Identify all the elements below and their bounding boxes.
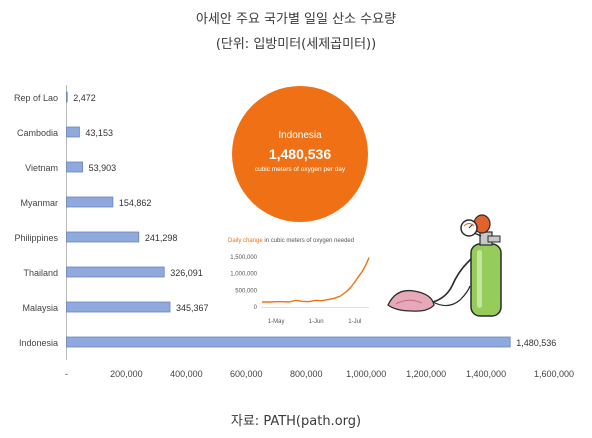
bar	[66, 126, 80, 138]
inset-y-tick-label: 0	[254, 305, 258, 311]
mask-crease	[395, 299, 423, 305]
bar-value-label: 43,153	[85, 128, 113, 138]
x-tick-label: 1,400,000	[466, 369, 506, 379]
bubble-unit: cubic meters of oxygen per day	[254, 166, 346, 173]
inset-title-rest: in cubic meters of oxygen needed	[263, 238, 354, 244]
source-caption: 자료: PATH(path.org)	[230, 414, 362, 429]
category-label: Myanmar	[20, 198, 58, 208]
chart-subtitle: (단위: 입방미터(세제곱미터))	[215, 37, 377, 52]
chart-title: 아세안 주요 국가별 일일 산소 수요량	[195, 12, 397, 27]
bar-value-label: 345,367	[176, 303, 209, 313]
valve-outlet	[487, 235, 501, 243]
bar	[66, 196, 114, 208]
gauge-scale	[463, 223, 475, 227]
bar-value-label: 154,862	[119, 198, 152, 208]
category-label: Philippines	[14, 233, 58, 243]
x-tick-label: 200,000	[110, 369, 143, 379]
x-tick-label: 800,000	[290, 369, 323, 379]
indonesia-highlight-bubble: Indonesia 1,480,536 cubic meters of oxyg…	[232, 86, 368, 222]
inset-line-chart: Daily change in cubic meters of oxygen n…	[228, 238, 370, 325]
bar	[66, 161, 84, 173]
oxygen-tank-illustration	[387, 214, 502, 317]
inset-y-tick-label: 500,000	[235, 288, 257, 294]
bubble-country: Indonesia	[278, 130, 322, 141]
bar-value-label: 1,480,536	[516, 338, 556, 348]
inset-y-tick-label: 1,500,000	[230, 255, 257, 261]
oxygen-cylinder-icon	[470, 243, 502, 317]
category-label: Rep of Lao	[14, 93, 58, 103]
x-tick-label: -	[65, 369, 68, 379]
category-label: Malaysia	[22, 303, 58, 313]
bar	[66, 301, 171, 313]
category-label: Thailand	[23, 268, 58, 278]
x-tick-label: 600,000	[230, 369, 263, 379]
category-label: Indonesia	[19, 338, 58, 348]
bar	[66, 231, 140, 243]
inset-series-line	[262, 257, 370, 303]
x-tick-label: 1,200,000	[406, 369, 446, 379]
oxygen-mask-icon	[387, 289, 435, 312]
category-label: Cambodia	[17, 128, 58, 138]
inset-title: Daily change in cubic meters of oxygen n…	[228, 238, 354, 244]
inset-x-tick-label: 1-Jul	[348, 319, 361, 325]
inset-x-tick-label: 1-May	[268, 319, 285, 325]
bubble-value: 1,480,536	[268, 146, 332, 162]
bar-value-label: 241,298	[145, 233, 178, 243]
bar-value-label: 326,091	[170, 268, 203, 278]
bar	[66, 91, 68, 103]
inset-y-tick-label: 1,000,000	[230, 272, 257, 278]
category-label: Vietnam	[25, 163, 58, 173]
oxygen-tube-loop	[432, 285, 471, 307]
x-tick-label: 1,000,000	[346, 369, 386, 379]
bar-value-label: 2,472	[73, 93, 96, 103]
cylinder-highlight	[477, 250, 482, 308]
bar	[66, 336, 511, 348]
bar-value-label: 53,903	[89, 163, 117, 173]
bars-layer: Rep of Lao 2,472 Cambodia 43,153 Vietnam 53,9…	[14, 91, 574, 379]
bar	[66, 266, 165, 278]
inset-title-highlight: Daily change	[228, 238, 263, 244]
x-tick-label: 1,600,000	[534, 369, 574, 379]
inset-x-tick-label: 1-Jun	[309, 319, 324, 325]
x-tick-label: 400,000	[170, 369, 203, 379]
